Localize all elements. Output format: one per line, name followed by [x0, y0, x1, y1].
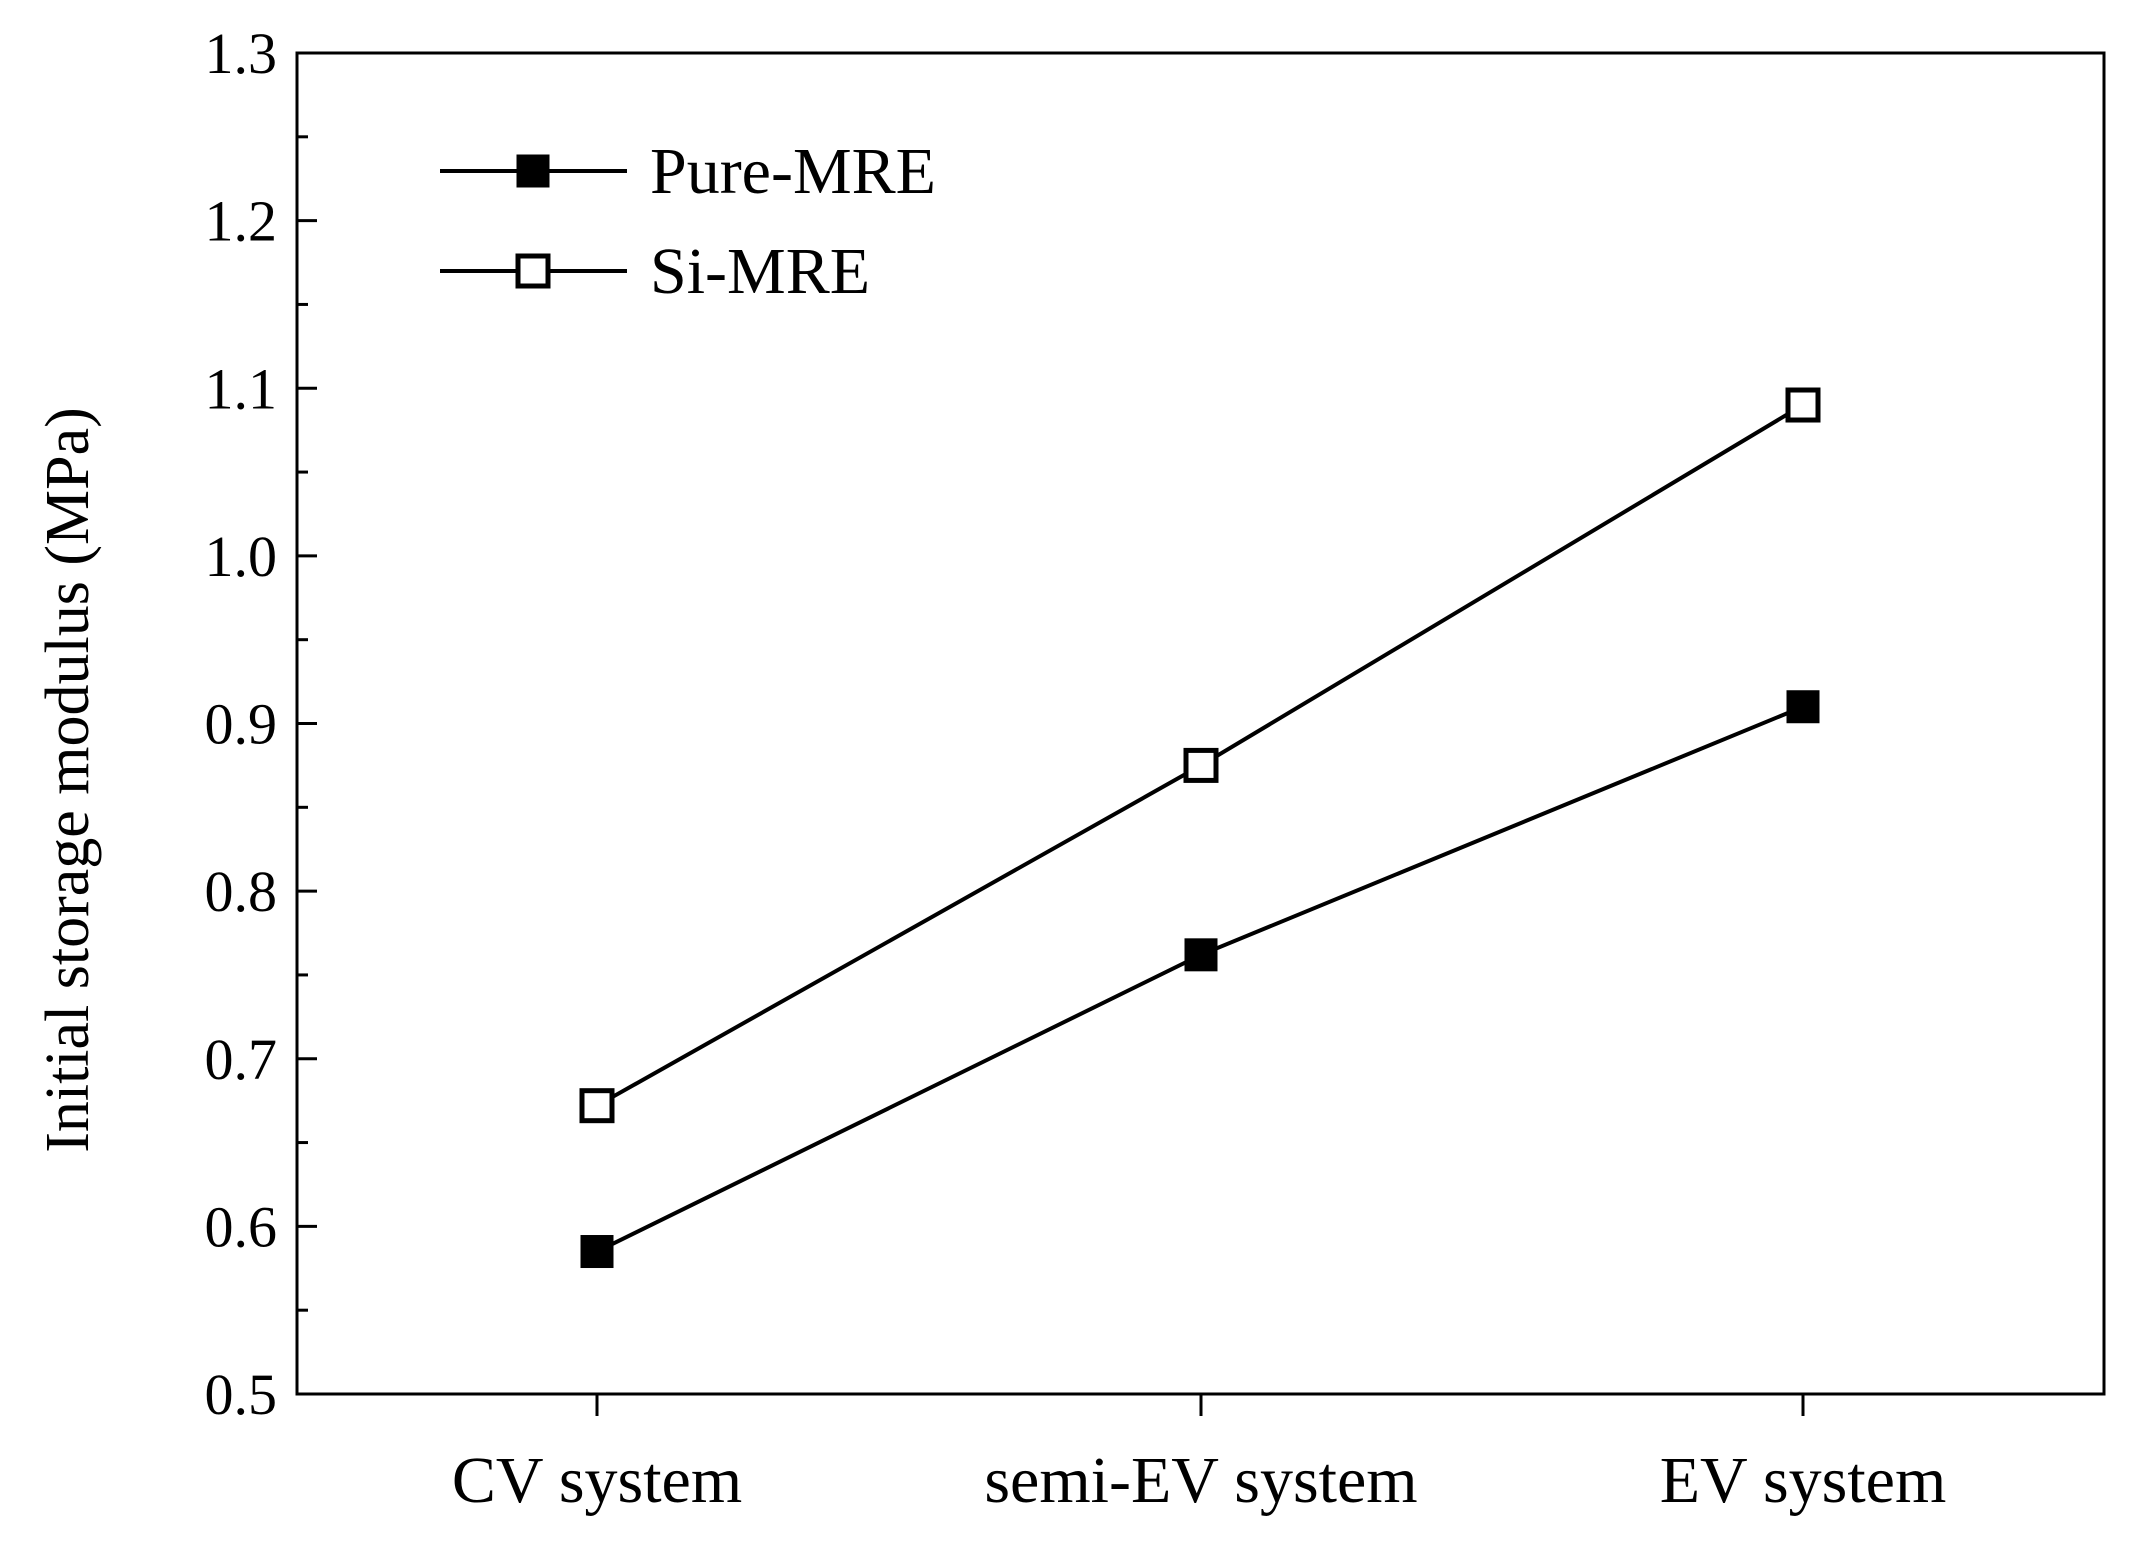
y-tick-label: 0.9 — [205, 692, 278, 757]
y-tick-label: 1.1 — [205, 356, 278, 421]
y-tick-label: 0.5 — [205, 1362, 278, 1427]
y-tick-label: 1.3 — [205, 21, 278, 86]
x-tick-label: CV system — [452, 1444, 742, 1517]
y-tick-label: 1.0 — [205, 524, 278, 589]
y-tick-label: 0.7 — [205, 1027, 278, 1092]
si-mre-point — [1183, 747, 1219, 783]
y-tick-label: 1.2 — [205, 189, 278, 254]
x-tick-label: EV system — [1660, 1444, 1947, 1517]
y-tick-label: 0.6 — [205, 1194, 278, 1259]
pure-mre-point — [1786, 690, 1820, 724]
legend: Pure-MRE Si-MRE — [440, 135, 936, 308]
legend-pure-mre-label: Pure-MRE — [650, 135, 936, 208]
series-layer — [579, 387, 1821, 1269]
plot-frame — [295, 51, 2106, 1396]
legend-si-mre-label: Si-MRE — [650, 235, 870, 308]
pure-mre-point — [1184, 938, 1218, 972]
si-mre-point — [579, 1088, 615, 1124]
y-tick-label: 0.8 — [205, 859, 278, 924]
legend-pure-mre-marker — [516, 154, 550, 188]
legend-si-mre-marker — [515, 253, 551, 289]
pure-mre-point — [580, 1235, 614, 1269]
x-tick-label: semi-EV system — [984, 1444, 1417, 1517]
pure-mre-line — [596, 704, 1804, 1254]
axes: 0.5 0.6 0.7 0.8 0.9 1.0 1.1 1.2 1.3 CV system semi… — [205, 21, 2106, 1517]
y-axis-title: Initial storage modulus (MPa) — [34, 407, 102, 1153]
si-mre-point — [1785, 387, 1821, 423]
